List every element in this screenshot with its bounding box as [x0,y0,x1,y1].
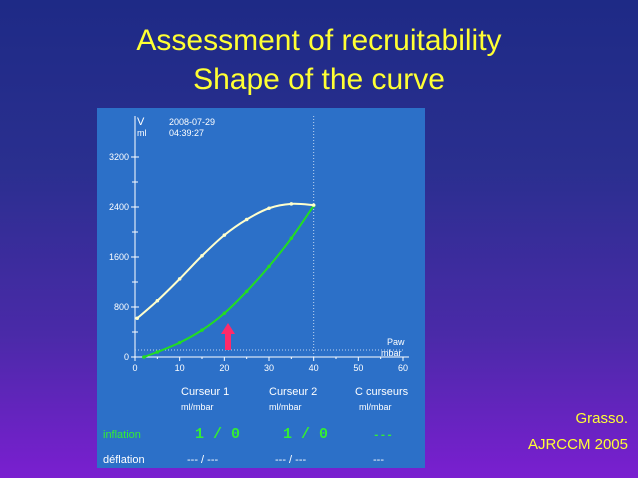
deflation-row-label: déflation [103,454,145,466]
citation-author: Grasso. [575,410,628,427]
deflation-point [135,316,140,321]
ventilator-screen: V ml 2008-07-29 04:39:27 Paw mbar 0 800 16… [97,108,425,468]
x-axis-label: Paw [387,337,405,347]
inflation-point [244,289,249,294]
deflation-col1-value: --- / --- [187,454,218,466]
y-axis-label: V [137,116,145,128]
deflation-col2-value: --- / --- [275,454,306,466]
x-tick-label: 10 [175,363,185,373]
deflation-point [222,233,227,237]
y-tick-label: 800 [114,302,129,312]
x-tick-label: 50 [353,363,363,373]
inflation-col2-value: 1 / 0 [283,426,328,443]
deflation-col3-value: --- [373,454,384,466]
deflation-point [200,253,204,258]
inflation-point [155,350,160,354]
col2-unit: ml/mbar [269,402,302,412]
deflation-point [155,298,160,303]
citation-journal: AJRCCM 2005 [527,436,628,453]
col1-title: Curseur 1 [181,386,229,398]
deflation-point [289,202,294,206]
slide-title: Assessment of recruitability [136,24,502,57]
deflation-point [177,277,182,281]
deflation-point [267,206,271,211]
x-tick-label: 30 [264,363,274,373]
chart-axes [131,116,409,361]
y-axis-unit: ml [137,128,147,138]
col1-unit: ml/mbar [181,402,214,412]
inflation-point [267,264,271,269]
slide-subtitle: Shape of the curve [193,63,445,96]
inflation-col3-value: --- [373,430,393,442]
tick-labels: 0 800 1600 2400 3200 0 10 20 30 40 50 60 [109,152,408,373]
y-tick-label: 0 [124,352,129,362]
pv-curve-chart: V ml 2008-07-29 04:39:27 Paw mbar 0 800 16… [103,116,409,466]
deflation-point [244,217,249,222]
x-tick-label: 60 [398,363,408,373]
deflation-point [311,203,316,207]
y-tick-label: 2400 [109,202,129,212]
curves [135,202,316,359]
col3-title: C curseurs [355,386,409,398]
x-axis-unit: mbar [381,348,402,358]
x-tick-label: 0 [132,363,137,373]
inflation-col1-value: 1 / 0 [195,426,240,443]
col2-title: Curseur 2 [269,386,317,398]
inflation-point [200,328,204,332]
deflation-curve-line [136,202,314,320]
x-tick-label: 20 [219,363,229,373]
screen-time: 04:39:27 [169,128,204,138]
inflation-row-label: inflation [103,429,141,441]
col3-unit: ml/mbar [359,402,392,412]
y-tick-label: 1600 [109,252,129,262]
y-tick-label: 3200 [109,152,129,162]
x-tick-label: 40 [309,363,319,373]
inflation-point [222,311,227,316]
screen-date: 2008-07-29 [169,117,215,127]
inflation-point [177,340,182,345]
inflation-point [289,236,294,241]
inflation-point [142,355,146,359]
recruitment-arrow-icon [221,323,235,350]
